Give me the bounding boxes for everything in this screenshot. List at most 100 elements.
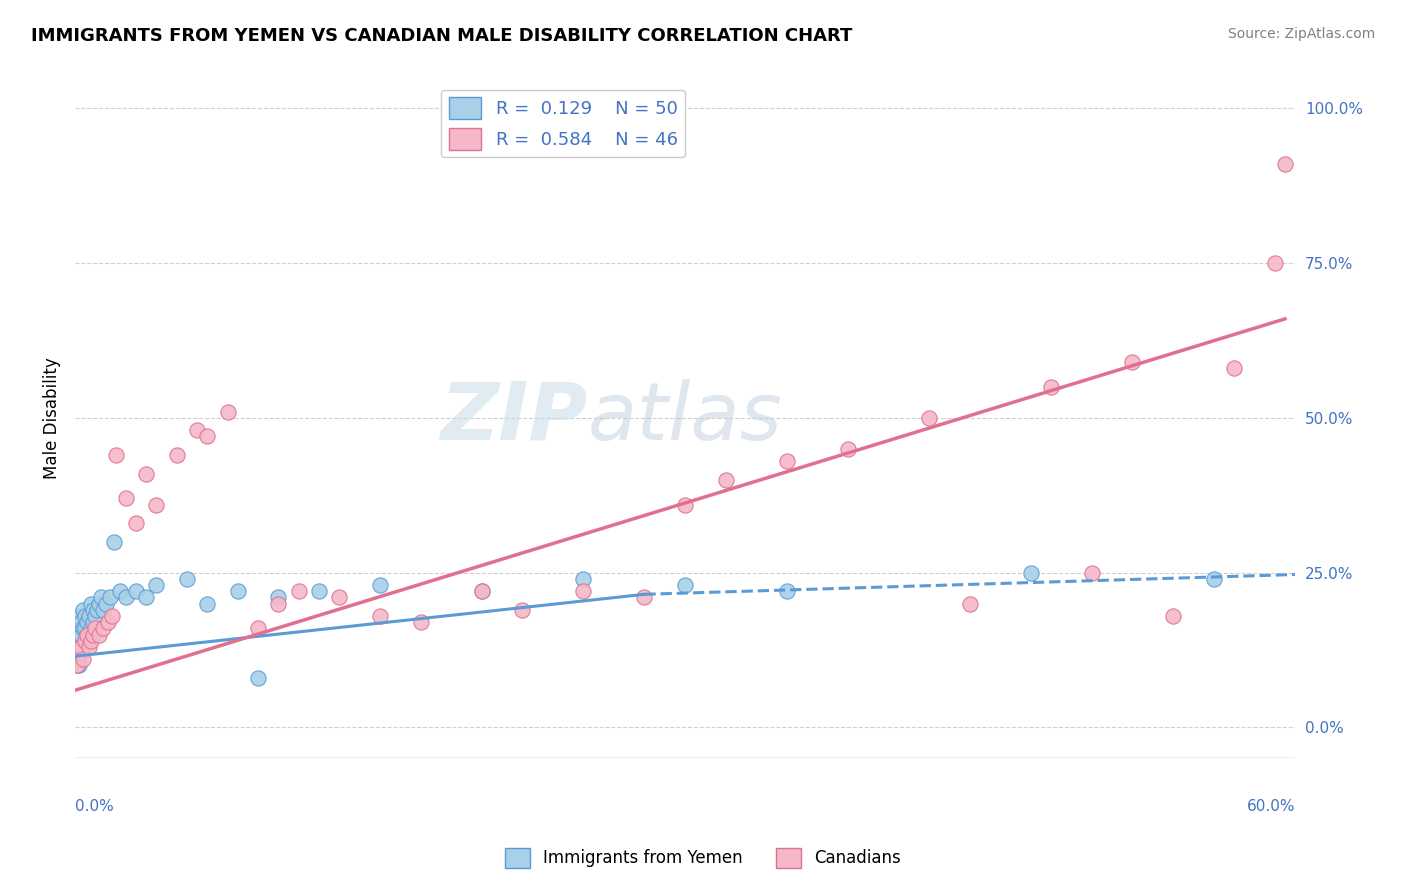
Point (135, 467, 157, 481)
Point (80, 633, 103, 648)
Point (287, 584, 309, 599)
Point (67, 646, 90, 660)
Point (1121, 355, 1143, 369)
Point (67, 609, 90, 624)
Point (368, 609, 391, 624)
Y-axis label: Male Disability: Male Disability (44, 357, 60, 479)
Text: atlas: atlas (588, 379, 782, 457)
Point (103, 534, 125, 549)
Point (1223, 361, 1246, 376)
Point (89, 597, 111, 611)
Point (125, 516, 148, 530)
Point (572, 572, 595, 586)
Point (66, 646, 89, 660)
Text: Source: ZipAtlas.com: Source: ZipAtlas.com (1227, 27, 1375, 41)
Point (67, 658, 90, 673)
Point (84, 609, 107, 624)
Point (145, 578, 167, 592)
Point (115, 491, 138, 506)
Point (84, 621, 107, 635)
Point (72, 621, 94, 635)
Point (80, 597, 103, 611)
Point (93, 603, 115, 617)
Point (959, 597, 981, 611)
Point (195, 597, 218, 611)
Point (66, 627, 89, 641)
Point (93, 621, 115, 635)
Point (135, 591, 157, 605)
Point (633, 591, 655, 605)
Point (195, 429, 218, 443)
Point (76, 627, 98, 641)
Point (77, 640, 100, 654)
Point (80, 621, 103, 635)
Point (409, 615, 432, 629)
Point (673, 578, 696, 592)
Point (176, 572, 198, 586)
Point (66, 658, 89, 673)
Point (76, 615, 98, 629)
Point (89, 627, 111, 641)
Point (100, 609, 122, 624)
Point (1081, 566, 1104, 580)
Point (82, 603, 104, 617)
Point (512, 603, 534, 617)
Point (125, 584, 148, 599)
Point (308, 584, 330, 599)
Text: 60.0%: 60.0% (1247, 799, 1295, 814)
Point (70, 615, 93, 629)
Legend: Immigrants from Yemen, Canadians: Immigrants from Yemen, Canadians (498, 841, 908, 875)
Point (673, 498, 696, 512)
Point (1019, 566, 1042, 580)
Point (115, 591, 138, 605)
Point (72, 603, 94, 617)
Point (90, 591, 112, 605)
Point (145, 498, 167, 512)
Point (1202, 572, 1225, 586)
Point (76, 627, 98, 641)
Text: IMMIGRANTS FROM YEMEN VS CANADIAN MALE DISABILITY CORRELATION CHART: IMMIGRANTS FROM YEMEN VS CANADIAN MALE D… (31, 27, 852, 45)
Legend: R =  0.129    N = 50, R =  0.584    N = 46: R = 0.129 N = 50, R = 0.584 N = 46 (441, 90, 685, 157)
Point (837, 442, 859, 456)
Point (104, 448, 127, 462)
Point (98, 591, 121, 605)
Point (82, 627, 104, 641)
Point (75, 609, 97, 624)
Point (918, 410, 941, 425)
Point (66, 658, 89, 673)
Point (77, 609, 100, 624)
Point (82, 615, 104, 629)
Point (1040, 380, 1063, 394)
Point (70, 646, 93, 660)
Point (368, 578, 391, 592)
Point (217, 405, 239, 419)
Point (572, 584, 595, 599)
Point (70, 627, 93, 641)
Point (94, 597, 117, 611)
Point (75, 633, 97, 648)
Point (75, 621, 97, 635)
Point (471, 584, 494, 599)
Point (67, 640, 90, 654)
Point (776, 454, 799, 468)
Point (328, 591, 350, 605)
Point (1161, 609, 1184, 624)
Point (70, 640, 93, 654)
Point (72, 640, 94, 654)
Point (1274, 157, 1296, 171)
Point (186, 423, 208, 437)
Point (67, 621, 90, 635)
Point (471, 584, 494, 599)
Point (247, 671, 270, 685)
Point (714, 473, 737, 487)
Point (77, 633, 100, 648)
Point (166, 448, 188, 462)
Text: ZIP: ZIP (440, 379, 588, 457)
Text: 0.0%: 0.0% (75, 799, 114, 814)
Point (86, 603, 108, 617)
Point (267, 597, 290, 611)
Point (776, 584, 799, 599)
Point (247, 621, 270, 635)
Point (75, 633, 97, 648)
Point (267, 591, 290, 605)
